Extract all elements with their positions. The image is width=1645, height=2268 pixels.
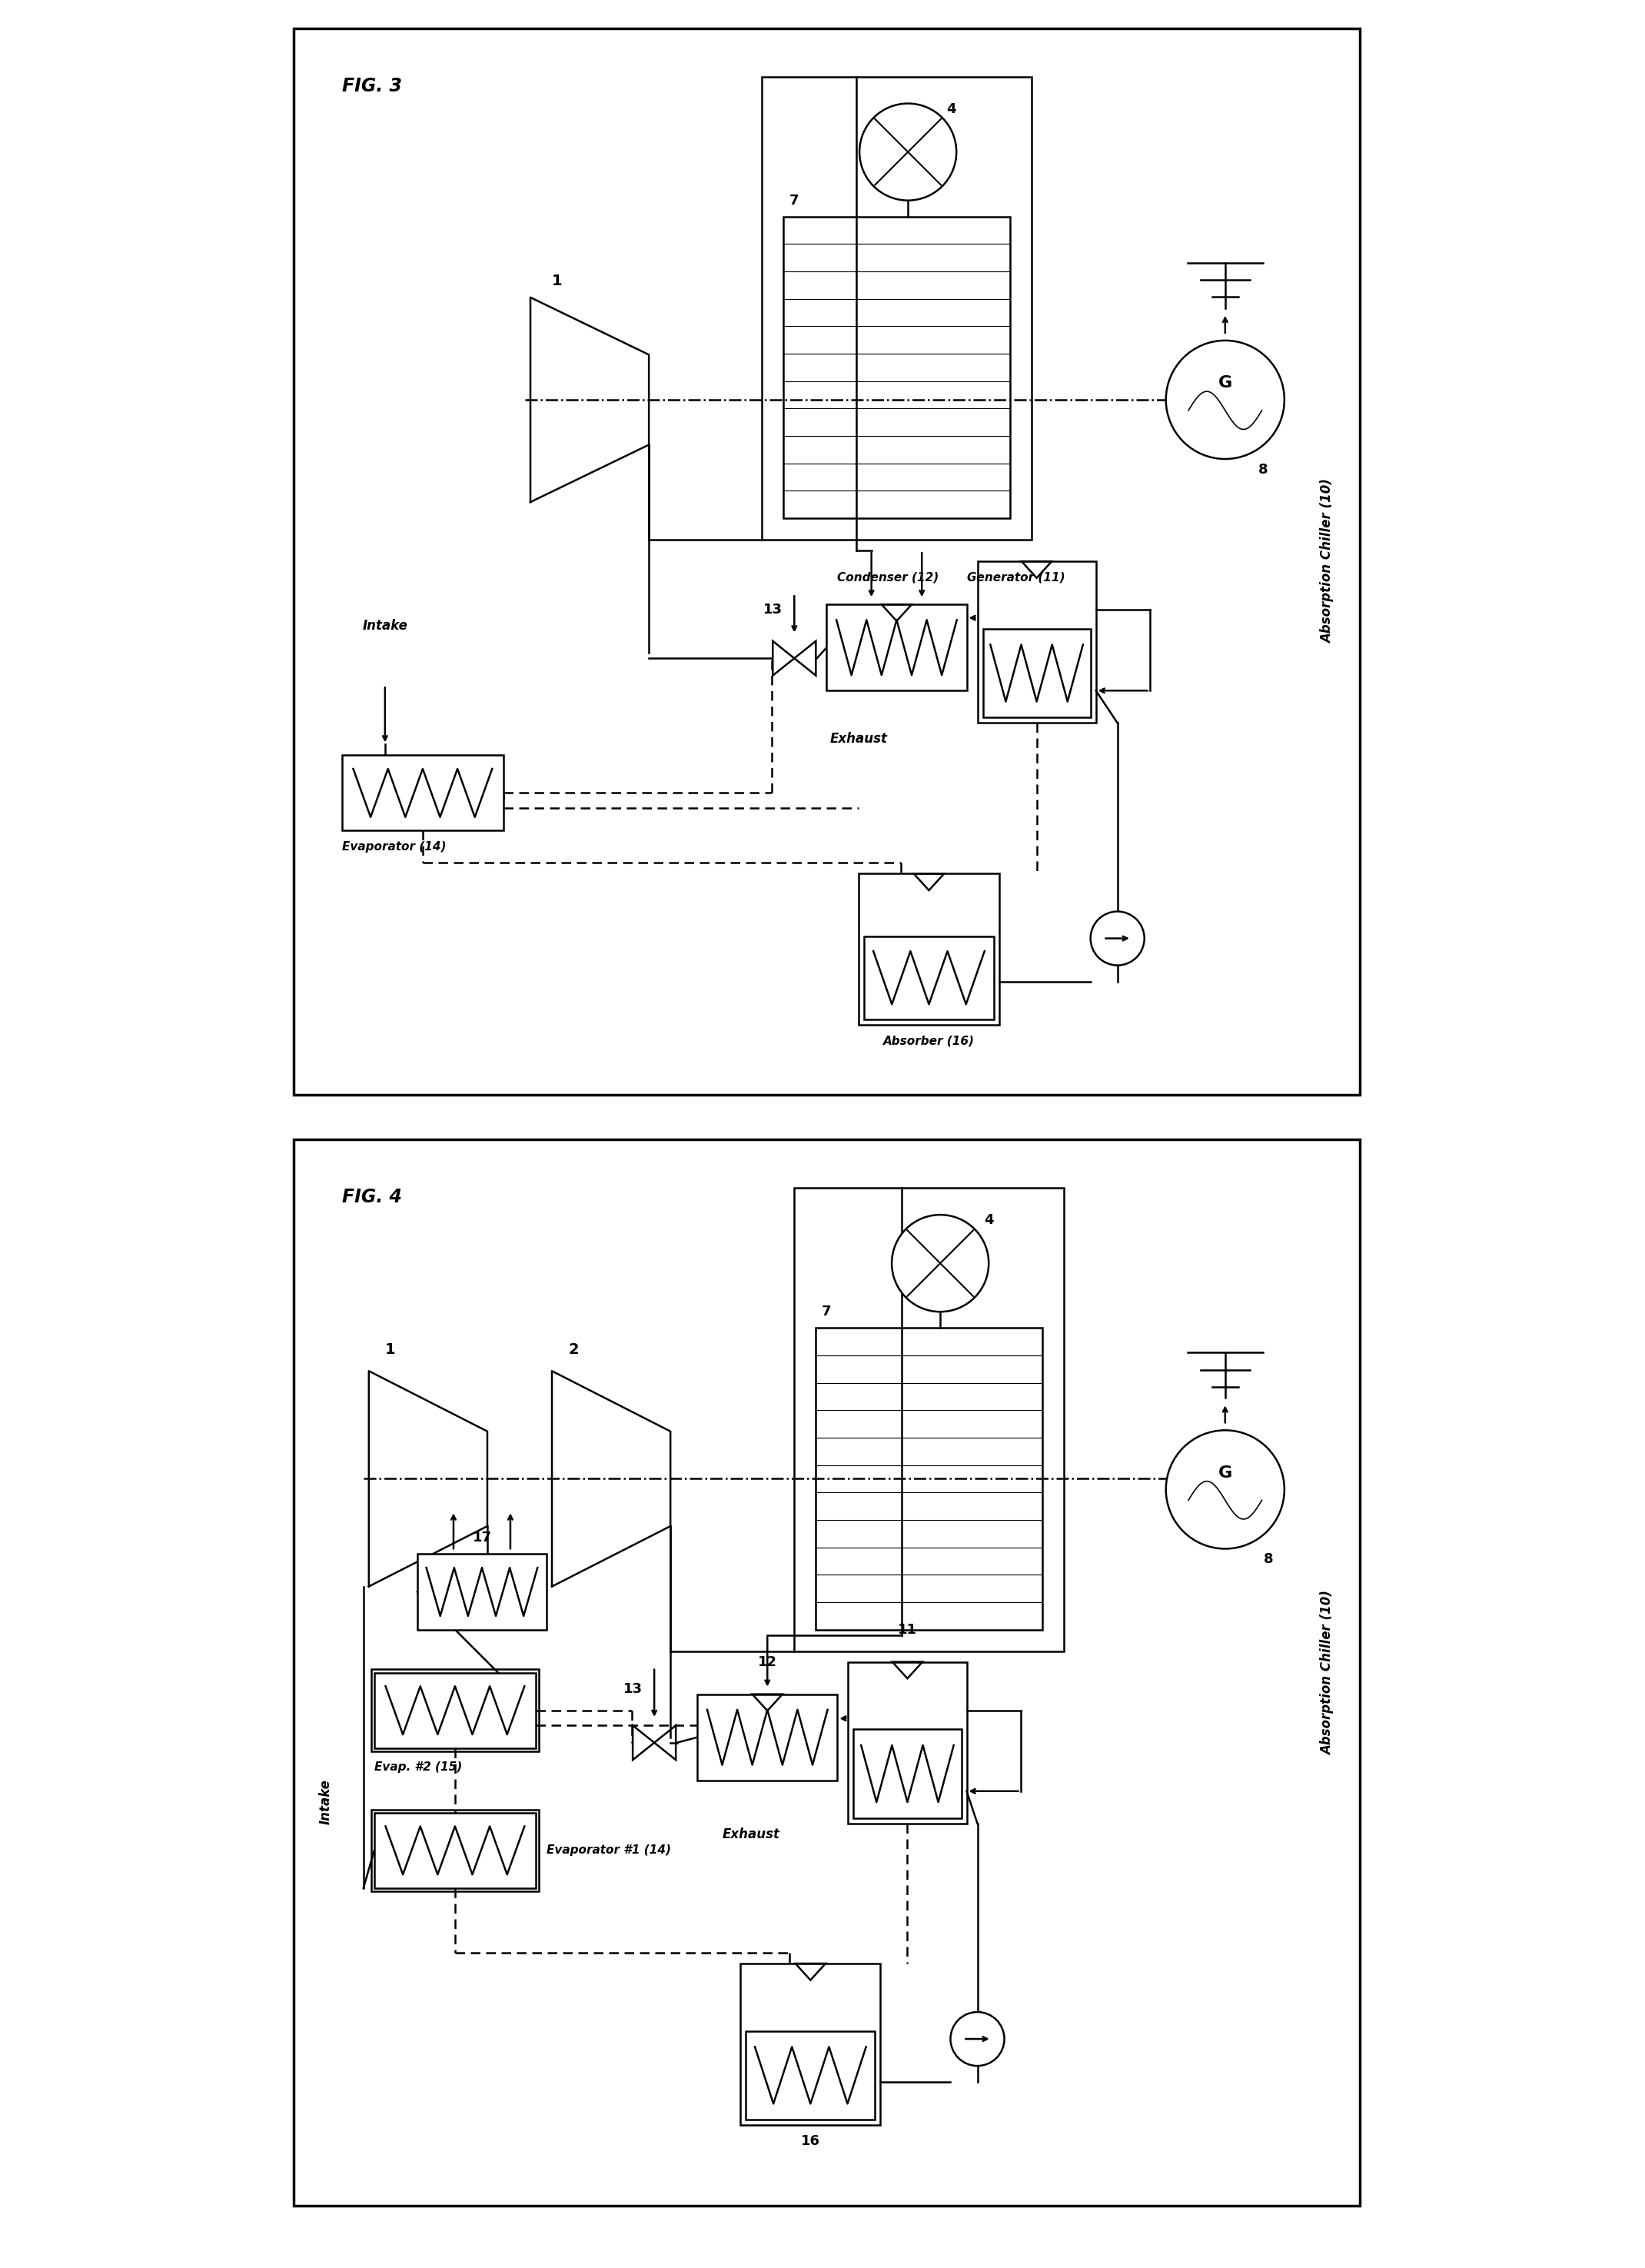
- Text: 16: 16: [801, 2134, 821, 2148]
- Text: Absorption Chiller (10): Absorption Chiller (10): [1321, 1590, 1334, 1755]
- Bar: [977, 560, 1096, 723]
- Text: 13: 13: [763, 603, 783, 617]
- Text: Evap. #2 (15): Evap. #2 (15): [373, 1760, 462, 1774]
- Text: 1: 1: [385, 1343, 395, 1356]
- Circle shape: [1091, 912, 1145, 966]
- Bar: [342, 755, 503, 830]
- Text: 2: 2: [568, 1343, 579, 1356]
- Bar: [982, 628, 1091, 717]
- Bar: [854, 1728, 961, 1819]
- Bar: [373, 1674, 536, 1749]
- Text: 8: 8: [1258, 463, 1268, 476]
- Polygon shape: [530, 297, 648, 501]
- Bar: [795, 1188, 1064, 1651]
- Bar: [373, 1812, 536, 1887]
- Text: Intake: Intake: [362, 619, 408, 633]
- Polygon shape: [553, 1370, 671, 1588]
- Bar: [418, 1554, 546, 1628]
- Polygon shape: [368, 1370, 487, 1588]
- Text: Condenser (12): Condenser (12): [837, 572, 939, 583]
- Text: 7: 7: [790, 193, 799, 206]
- Text: 4: 4: [984, 1213, 994, 1227]
- Text: Evaporator (14): Evaporator (14): [342, 841, 446, 853]
- Bar: [783, 215, 1010, 517]
- Circle shape: [951, 2012, 1005, 2066]
- Text: Absorber (16): Absorber (16): [883, 1034, 975, 1048]
- Bar: [697, 1694, 837, 1780]
- Text: Exhaust: Exhaust: [831, 733, 888, 746]
- Bar: [849, 1662, 967, 1823]
- Text: 4: 4: [946, 102, 956, 116]
- Text: 11: 11: [898, 1622, 916, 1637]
- Bar: [864, 937, 994, 1018]
- Text: Intake: Intake: [319, 1780, 332, 1823]
- Text: 17: 17: [472, 1531, 492, 1545]
- Text: Absorption Chiller (10): Absorption Chiller (10): [1321, 479, 1334, 644]
- Circle shape: [859, 104, 956, 200]
- Bar: [745, 2030, 875, 2121]
- Text: 8: 8: [1263, 1554, 1273, 1567]
- Bar: [762, 77, 1031, 540]
- Circle shape: [892, 1216, 989, 1311]
- Circle shape: [1166, 1431, 1285, 1549]
- Text: FIG. 3: FIG. 3: [342, 77, 401, 95]
- Text: 13: 13: [623, 1683, 642, 1696]
- Bar: [372, 1669, 540, 1751]
- Circle shape: [1166, 340, 1285, 458]
- Bar: [740, 1964, 880, 2125]
- Text: 12: 12: [758, 1656, 776, 1669]
- Text: Evaporator #1 (14): Evaporator #1 (14): [546, 1844, 671, 1855]
- Text: G: G: [1219, 1465, 1232, 1481]
- Bar: [859, 873, 999, 1025]
- Text: 1: 1: [553, 274, 563, 288]
- Text: G: G: [1219, 376, 1232, 390]
- Text: FIG. 4: FIG. 4: [342, 1188, 401, 1207]
- Bar: [816, 1327, 1041, 1628]
- Text: Generator (11): Generator (11): [967, 572, 1064, 583]
- Bar: [826, 603, 967, 689]
- Text: Exhaust: Exhaust: [722, 1828, 780, 1842]
- Text: 7: 7: [822, 1304, 831, 1318]
- Bar: [372, 1810, 540, 1892]
